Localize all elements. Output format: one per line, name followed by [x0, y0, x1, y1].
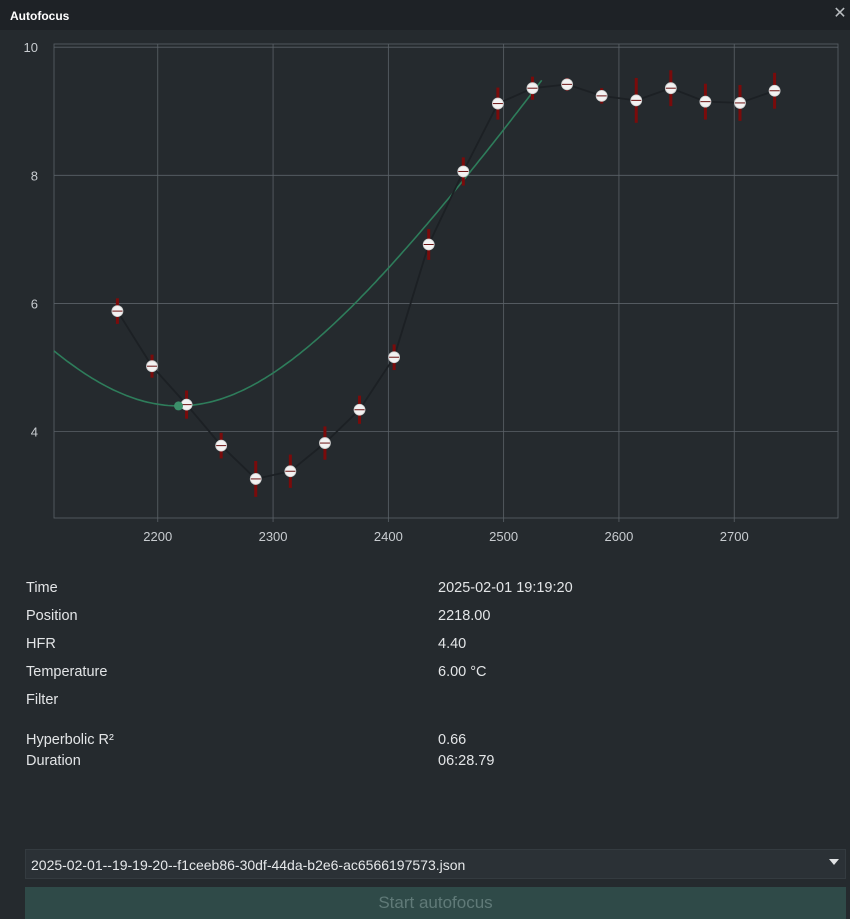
- autofocus-chart: 2200 2300 2400 2500 2600 2700 4 6 8 10: [0, 30, 850, 565]
- duration-label: Duration: [26, 753, 81, 769]
- duration-value: 06:28.79: [438, 753, 495, 769]
- time-value: 2025-02-01 19:19:20: [438, 580, 573, 596]
- plot-frame: [53, 43, 839, 519]
- info-panel: Time 2025-02-01 19:19:20 Position 2218.0…: [0, 565, 850, 845]
- y-tick-label: 8: [31, 168, 38, 183]
- start-autofocus-button[interactable]: Start autofocus: [25, 887, 846, 919]
- position-value: 2218.00: [438, 608, 491, 624]
- data-series-line: [116, 83, 775, 480]
- x-tick-label: 2400: [374, 529, 403, 544]
- r2-label: Hyperbolic R²: [26, 732, 114, 748]
- y-tick-label: 10: [24, 40, 38, 55]
- filter-label: Filter: [26, 692, 59, 708]
- hfr-label: HFR: [26, 636, 56, 652]
- run-selector[interactable]: 2025-02-01--19-19-20--f1ceeb86-30df-44da…: [25, 849, 846, 879]
- x-tick-label: 2500: [489, 529, 518, 544]
- time-label: Time: [26, 580, 58, 596]
- r2-value: 0.66: [438, 732, 467, 748]
- chart-svg: 2200 2300 2400 2500 2600 2700 4 6 8 10: [24, 40, 839, 544]
- hfr-value: 4.40: [438, 636, 467, 652]
- title-bar: Autofocus ✕: [0, 0, 850, 30]
- x-tick-label: 2600: [604, 529, 633, 544]
- focus-point: [174, 401, 184, 411]
- close-icon[interactable]: ✕: [833, 5, 847, 22]
- position-label: Position: [26, 608, 78, 624]
- y-tick-label: 6: [31, 296, 38, 311]
- x-tick-label: 2200: [143, 529, 172, 544]
- y-tick-label: 4: [31, 425, 38, 440]
- window-title: Autofocus: [10, 9, 70, 23]
- temperature-value: 6.00 °C: [438, 664, 487, 680]
- temperature-label: Temperature: [26, 664, 108, 680]
- x-tick-label: 2700: [720, 529, 749, 544]
- x-tick-label: 2300: [259, 529, 288, 544]
- hyperbolic-fit-curve: [53, 79, 543, 407]
- run-selector-value: 2025-02-01--19-19-20--f1ceeb86-30df-44da…: [31, 857, 466, 873]
- chevron-down-icon[interactable]: [829, 859, 839, 865]
